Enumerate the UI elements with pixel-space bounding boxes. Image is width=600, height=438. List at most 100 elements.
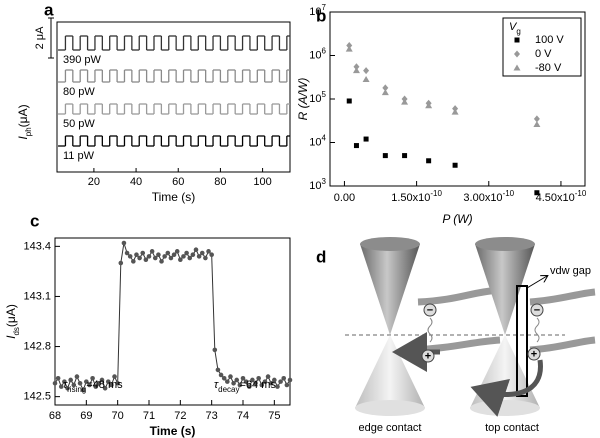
contact-band (529, 336, 596, 354)
y-tick-label-part: 10 (309, 6, 321, 18)
carrier (527, 347, 541, 361)
data-point (199, 250, 205, 256)
x-tick-label: 74 (237, 410, 249, 422)
data-point (278, 379, 283, 384)
y-tick-label: 105 (309, 90, 326, 105)
marker-diamond (346, 41, 353, 49)
data-point (181, 254, 186, 259)
data-point (121, 240, 127, 246)
y-tick-label: 103 (309, 177, 326, 192)
trace-label: 11 pW (63, 150, 95, 162)
data-point (55, 375, 61, 381)
marker-square (363, 136, 369, 142)
x-tick-label-part: 1.50x10 (391, 192, 430, 204)
data-point (105, 379, 111, 384)
data-point (143, 257, 149, 263)
marker-triangle (401, 98, 409, 105)
marker-square (402, 153, 408, 159)
x-tick-label-part: -10 (430, 189, 442, 198)
marker-square (426, 158, 432, 164)
y-axis-label: Iph(μA) (16, 104, 32, 139)
panel-letter: b (316, 6, 326, 25)
data-point (52, 380, 58, 386)
data-point (156, 252, 161, 257)
data-point (137, 255, 142, 261)
data-point (99, 377, 105, 383)
x-tick-label: 60 (172, 176, 184, 188)
data-point (149, 249, 155, 254)
x-tick-label: 1.50x10-10 (391, 189, 442, 204)
data-point (284, 382, 290, 388)
y-tick-label: 143.4 (23, 240, 51, 252)
data-point (193, 247, 199, 252)
data-point (272, 377, 277, 383)
data-point (190, 252, 196, 257)
data-point (184, 250, 189, 256)
marker-triangle (425, 102, 433, 109)
trace (54, 242, 291, 392)
legend-title-part: V (509, 21, 518, 33)
panel-letter: c (30, 211, 39, 230)
data-point (259, 382, 265, 388)
data-point (196, 254, 202, 259)
y-tick-label: 143.1 (23, 290, 51, 302)
data-point (68, 377, 73, 383)
cone (475, 244, 535, 335)
data-point (115, 380, 120, 386)
plot-frame (54, 237, 291, 406)
x-tick-label-part: 3.00x10 (463, 192, 502, 204)
data-point (90, 375, 95, 381)
transition (534, 317, 540, 343)
y-tick-label-part: 3 (322, 177, 327, 186)
arrow (470, 359, 543, 417)
x-tick-label: 20 (88, 176, 100, 188)
x-tick-label: 69 (80, 410, 92, 422)
band-diagram (345, 237, 596, 417)
y-axis-label-part: (μA) (16, 104, 30, 127)
x-tick-label: 72 (174, 410, 186, 422)
y-axis-label-part: (μA) (4, 304, 18, 327)
x-tick-label: 73 (206, 410, 218, 422)
x-tick-label: 0.00 (334, 192, 355, 204)
data-point (93, 384, 99, 389)
y-axis-label-part: I (4, 335, 18, 339)
data-point (209, 252, 214, 257)
data-point (281, 375, 287, 381)
data-point (243, 379, 249, 384)
cone-base (470, 400, 540, 416)
data-point (275, 384, 280, 389)
data-point (74, 374, 80, 379)
marker-triangle (352, 67, 360, 74)
panel-letter: d (316, 247, 326, 266)
data-point (287, 377, 293, 383)
annotation: τdecay=64 ms (214, 379, 276, 394)
data-point (246, 384, 252, 389)
annotation-part: =48 ms (86, 379, 123, 391)
data-point (77, 380, 83, 386)
marker-square (534, 190, 540, 196)
data-point (140, 250, 146, 256)
x-axis-label: Time (s) (150, 424, 196, 438)
y-axis-label: Ids(μA) (4, 304, 20, 339)
y-tick-label: 106 (309, 46, 326, 61)
y-tick-label-part: 7 (322, 3, 327, 12)
contact-band (529, 288, 596, 306)
data-point (221, 375, 227, 381)
trace-label: 50 pW (63, 118, 95, 130)
y-tick-label-part: 10 (309, 136, 321, 148)
y-tick-label-part: 10 (309, 93, 321, 105)
y-tick-label-part: 10 (309, 49, 321, 61)
y-axis-label: R (A/W) (296, 78, 310, 121)
cone (360, 244, 420, 335)
data-point (62, 379, 67, 384)
y-axis-label-part: ph (24, 127, 33, 136)
label: vdw gap (550, 265, 591, 277)
panel-letter: a (44, 0, 54, 19)
carrier-sign: − (534, 304, 540, 316)
data-point (71, 382, 77, 388)
data-point (203, 255, 208, 261)
carrier (423, 303, 437, 317)
marker-diamond (514, 50, 520, 58)
data-point (174, 249, 180, 254)
y-axis-label-part: I (16, 136, 30, 140)
